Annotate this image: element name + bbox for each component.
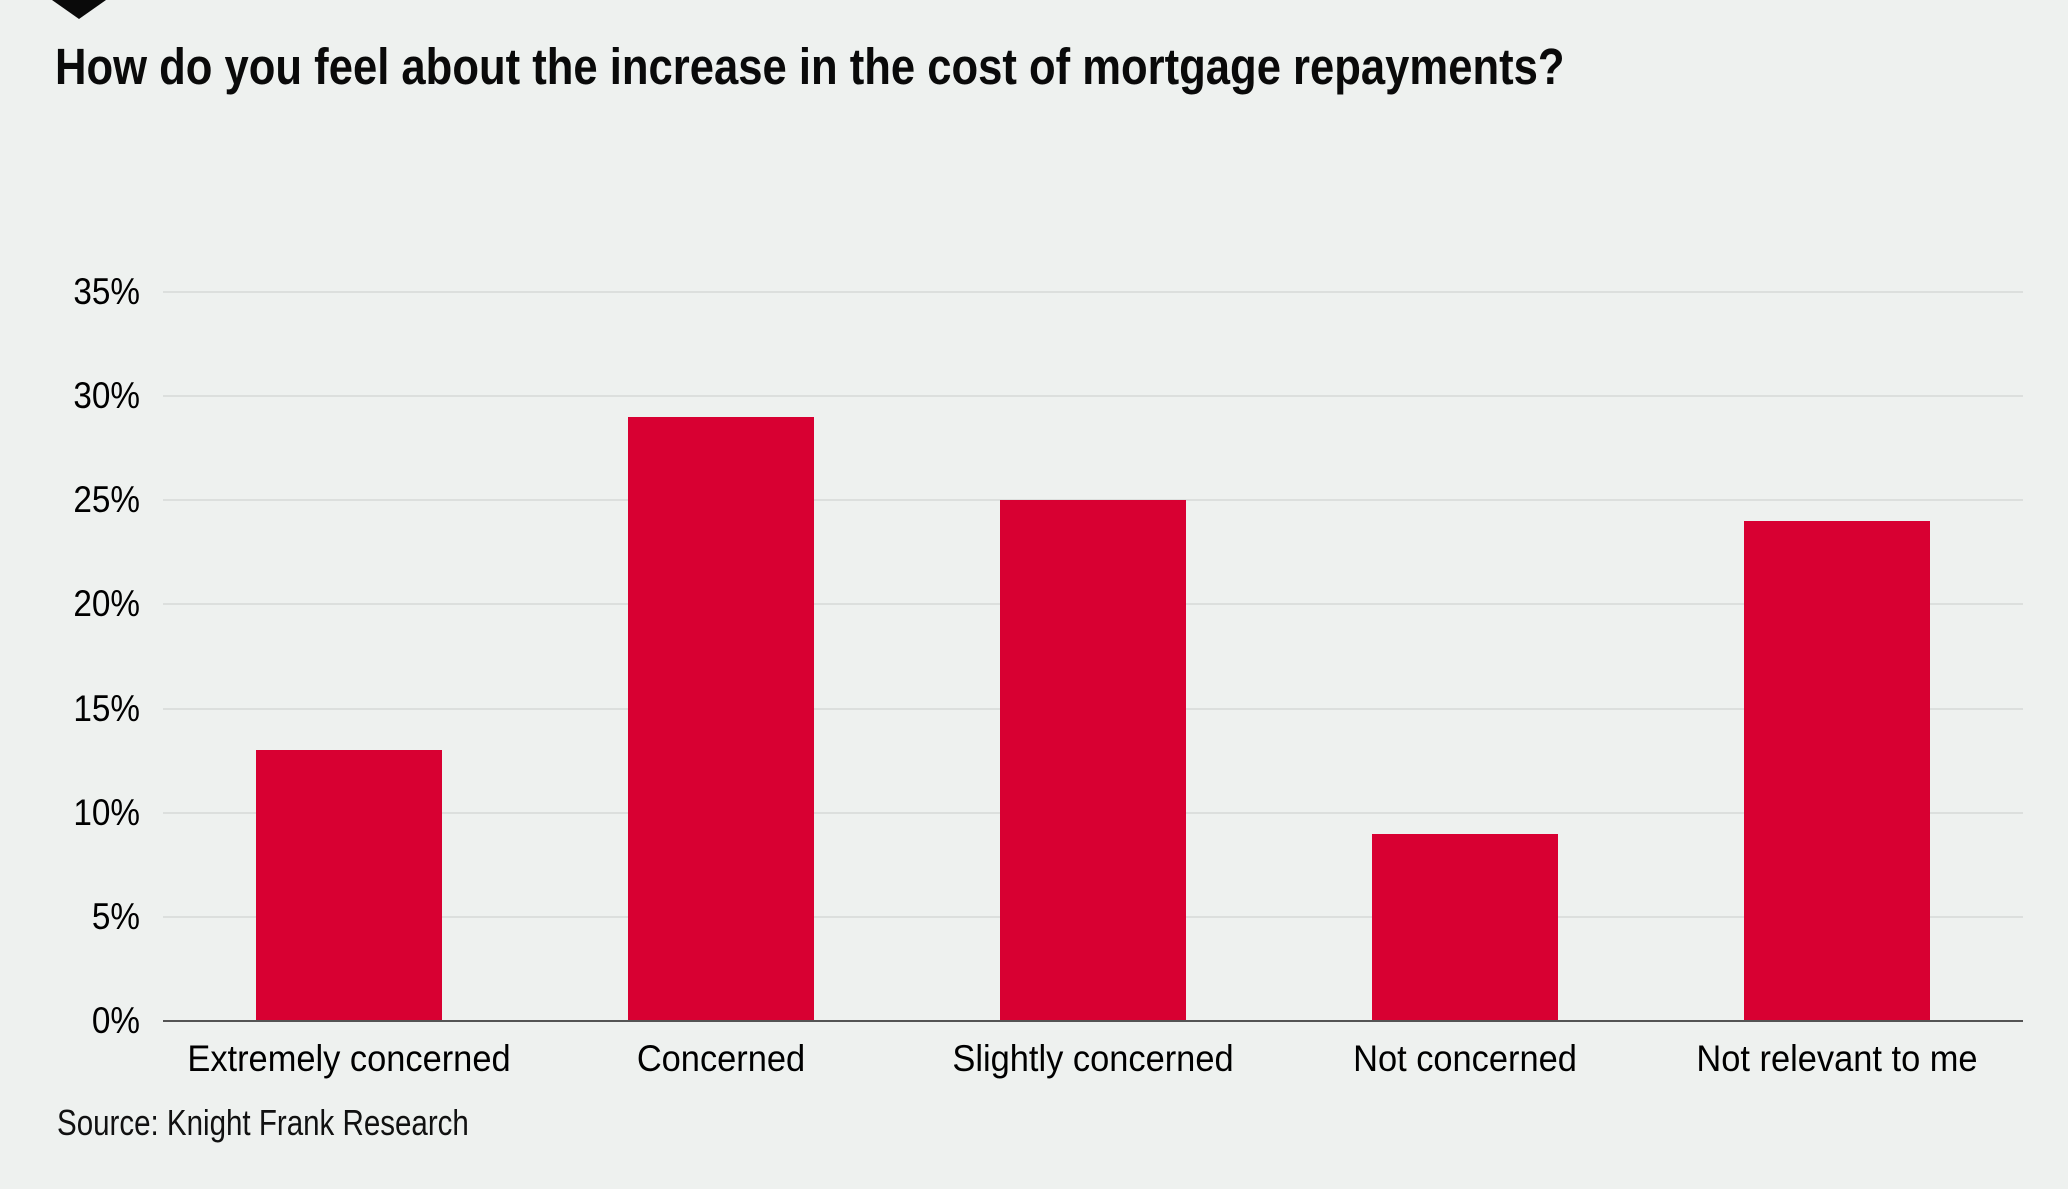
brand-down-triangle-icon	[52, 0, 106, 19]
x-category-label-slightly-concerned: Slightly concerned	[952, 1038, 1234, 1079]
x-axis-line	[163, 1020, 2023, 1022]
y-tick-label-25: 25%	[73, 479, 140, 521]
y-tick-label-15: 15%	[73, 687, 140, 729]
x-category-label-concerned: Concerned	[636, 1038, 806, 1079]
bar-not-concerned	[1372, 833, 1558, 1021]
x-category-label-not-relevant-to-me: Not relevant to me	[1696, 1038, 1978, 1079]
x-category-label-extremely-concerned: Extremely concerned	[187, 1038, 511, 1079]
y-tick-label-30: 30%	[73, 375, 140, 417]
plot-area	[163, 291, 2023, 1021]
y-tick-label-35: 35%	[73, 271, 140, 312]
bar-extremely-concerned	[256, 750, 442, 1021]
y-tick-label-20: 20%	[73, 583, 140, 625]
source-note: Source: Knight Frank Research	[57, 1102, 469, 1143]
bar-concerned	[628, 416, 814, 1021]
gridline-25	[163, 499, 2023, 502]
y-tick-label-10: 10%	[73, 791, 140, 833]
y-tick-label-0: 0%	[91, 1000, 140, 1041]
x-category-label-not-concerned: Not concerned	[1353, 1038, 1577, 1079]
bar-not-relevant-to-me	[1744, 521, 1930, 1021]
y-tick-label-5: 5%	[91, 895, 140, 937]
gridline-30	[163, 395, 2023, 398]
chart-title: How do you feel about the increase in th…	[55, 38, 1565, 95]
bar-slightly-concerned	[1000, 500, 1186, 1021]
gridline-35	[163, 291, 2023, 293]
